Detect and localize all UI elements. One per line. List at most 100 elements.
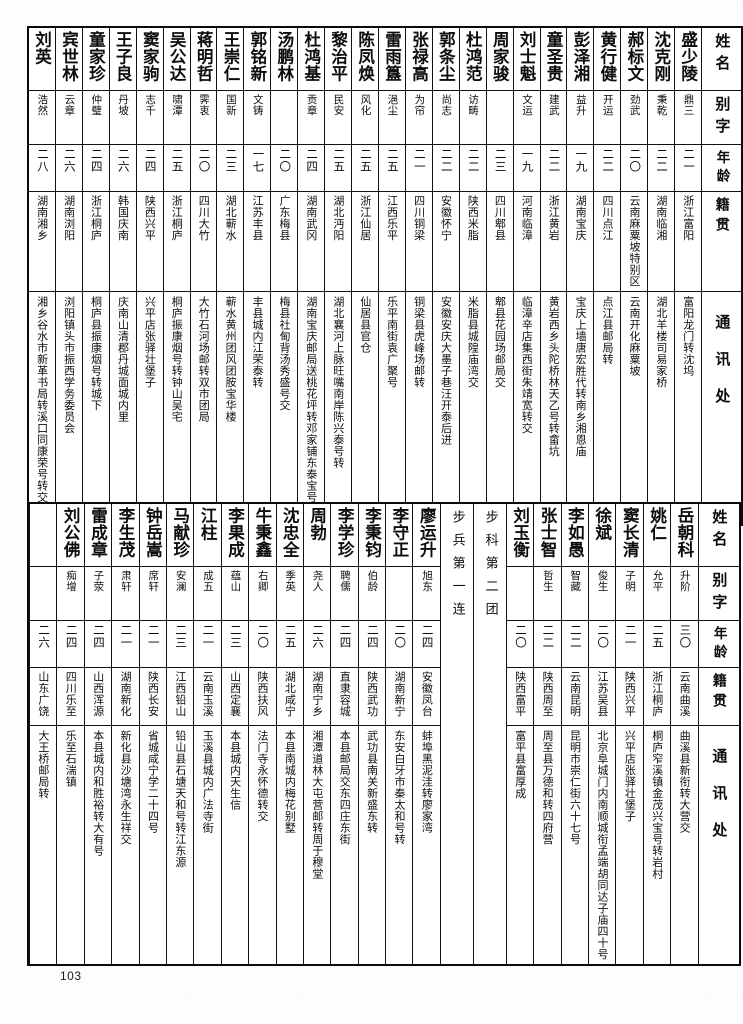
roster-cell-age: 二五 [275, 620, 304, 668]
roster-cell-name: 郭铭新 [243, 26, 272, 91]
roster-header-age: 年龄 [697, 620, 741, 668]
roster-cell-address: 丰县城内江荣泰转 [243, 291, 272, 526]
roster-cell-age: 二六 [28, 620, 58, 668]
roster-cell-alias: 劲武 [620, 90, 649, 145]
roster-cell-address: 曲溪县新衔转大营交 [670, 725, 699, 966]
roster-cell-alias: 子荥 [83, 566, 113, 621]
roster-cell-age: 二五 [351, 144, 379, 192]
roster-cell-origin: 山东广饶 [28, 667, 58, 726]
roster-cell-name: 童圣贵 [539, 26, 568, 91]
roster-cell-origin: 陕西兴平 [615, 667, 644, 726]
roster-header-origin: 籍贯 [701, 191, 743, 292]
roster-cell-origin: 云南玉溪 [193, 667, 222, 726]
roster-header-age: 年龄 [701, 144, 743, 192]
roster-row-address: 湘乡谷水市新革书局转溪口同康荣号转交 浏阳镇头市振西学务委员会 桐庐县振康烟号转城下… [27, 291, 743, 526]
roster-cell-name: 李守正 [385, 502, 414, 567]
roster-cell-age: 二五 [324, 144, 353, 192]
roster-cell-alias: 成五 [193, 566, 222, 621]
roster-cell-address: 本县邮局交东四庄东街 [330, 725, 359, 966]
roster-row-alias: 浩然 云章 仲璧 丹坡 志千 啸潭 霁衷 国新 文铸 贡章 民安 风化 浥尘 为帘 尚志 访畴 文运 建武 益升 开运… [27, 90, 743, 145]
roster-cell-alias: 贡章 [297, 90, 326, 145]
roster-cell-address: 湘乡谷水市新革书局转溪口同康荣号转交 [27, 291, 56, 526]
roster-cell-address: 兴平店张驿壮堡子 [615, 725, 644, 966]
roster-cell-age: 二〇 [270, 144, 299, 192]
roster-cell-name: 黄行健 [593, 26, 622, 91]
roster-cell-alias: 浩然 [27, 90, 56, 145]
roster-cell-age: 二〇 [620, 144, 649, 192]
roster-cell-name: 杜鸿范 [458, 26, 487, 91]
roster-cell-alias: 志千 [135, 90, 164, 145]
roster-cell-name: 江柱 [193, 502, 222, 567]
roster-cell-address: 桐庐振康烟号转钟山吴宅 [162, 291, 191, 526]
roster-cell-alias: 秉乾 [647, 90, 676, 145]
roster-cell-origin: 韩国庆南 [108, 191, 137, 292]
roster-cell-name: 王崇仁 [216, 26, 245, 91]
roster-cell-age: 三〇 [670, 620, 699, 668]
roster-cell-alias [385, 566, 414, 621]
roster-cell-alias: 蕴山 [220, 566, 250, 621]
roster-cell-name: 岳朝科 [670, 502, 699, 567]
roster-cell-alias: 鼎三 [674, 90, 703, 145]
roster-cell-name: 李秉钧 [357, 502, 387, 567]
roster-cell-age: 二〇 [248, 620, 277, 668]
roster-cell-origin: 安徽凤台 [412, 667, 441, 726]
roster-cell-alias: 伯龄 [357, 566, 387, 621]
roster-cell-origin: 广东梅县 [270, 191, 299, 292]
roster-cell-origin: 陕西米脂 [458, 191, 487, 292]
roster-cell-origin: 湖南宝庆 [566, 191, 595, 292]
roster-cell-name: 郝标文 [620, 26, 649, 91]
roster-cell-age: 二四 [330, 620, 359, 668]
roster-header-address: 通讯处 [701, 291, 743, 526]
roster-cell-name: 牛秉鑫 [248, 502, 277, 567]
roster-cell-name: 李生茂 [111, 502, 140, 567]
roster-cell-age: 二四 [297, 144, 326, 192]
roster-cell-name: 窦长清 [615, 502, 644, 567]
roster-cell-age: 二〇 [588, 620, 617, 668]
roster-cell-name: 汤鹏林 [270, 26, 299, 91]
roster-cell-origin: 浙江桐庐 [81, 191, 110, 292]
roster-cell-origin: 江西乐平 [377, 191, 406, 292]
roster-cell-origin: 云南麻粟坡特别区 [620, 191, 649, 292]
roster-cell-origin: 湖南浏阳 [54, 191, 83, 292]
roster-cell-alias: 子明 [615, 566, 644, 621]
roster-cell-alias [485, 90, 514, 145]
roster-cell-alias: 风化 [351, 90, 379, 145]
roster-cell-name: 刘公佛 [56, 502, 85, 567]
roster-cell-age: 二五 [162, 144, 191, 192]
roster-cell-age: 二三 [485, 144, 514, 192]
roster-cell-address: 浏阳镇头市振西学务委员会 [54, 291, 83, 526]
roster-cell-alias: 右卿 [248, 566, 277, 621]
roster-cell-alias: 民安 [324, 90, 353, 145]
roster-cell-age: 二四 [83, 620, 113, 668]
roster-cell-address: 富平县富厚成 [505, 725, 535, 966]
roster-cell-origin: 陕西兴平 [135, 191, 164, 292]
roster-cell-alias: 益升 [566, 90, 595, 145]
roster-cell-name: 周勃 [302, 502, 332, 567]
roster-cell-origin: 河南临漳 [512, 191, 541, 292]
roster-cell-age: 二六 [54, 144, 83, 192]
roster-cell-address: 周至县万德和转四府营 [533, 725, 562, 966]
roster-cell-address: 庆南山清郡丹城面城内里 [108, 291, 137, 526]
roster-cell-origin: 四川大竹 [189, 191, 218, 292]
roster-cell-name: 刘士魁 [512, 26, 541, 91]
roster-row-age: 二六 二四 二四 二一 二一 二三 二一 二三 二〇 二五 二六 二四 二四 二〇 二四 二〇 二二 二二 二〇 二一… [28, 620, 741, 668]
roster-cell-age: 二八 [27, 144, 56, 192]
roster-cell-age: 二四 [81, 144, 110, 192]
roster-cell-alias: 俊生 [588, 566, 617, 621]
roster-cell-address: 桐庐窄溪镇金茂兴宝号转岩村 [642, 725, 672, 966]
roster-cell-alias: 霁衷 [189, 90, 218, 145]
roster-cell-address: 北京阜城门内南顺城衔孟端胡同达子庙四十号 [588, 725, 617, 966]
roster-cell-address: 湖北襄河上脉旺嘴南岸陈兴泰号转 [324, 291, 353, 526]
roster-cell-alias: 旭东 [412, 566, 441, 621]
roster-cell-age: 二三 [216, 144, 245, 192]
roster-cell-address: 本县南城内梅花别墅 [275, 725, 304, 966]
roster-cell-name: 陈凤焕 [351, 26, 379, 91]
roster-cell-address: 湘潭道林大屯营邮转周于穆堂 [302, 725, 332, 966]
roster-row-alias: 痴增 子荥 肃轩 席轩 安澜 成五 蕴山 右卿 季英 尧人 聘儒 伯龄 旭东 哲生 智藏 俊生 子明 允平 升阶 别字 [28, 566, 741, 621]
roster-cell-alias: 席轩 [138, 566, 167, 621]
roster-cell-age: 一九 [566, 144, 595, 192]
unit-label-cell: 步科第二团 [472, 502, 507, 966]
roster-cell-address: 本县城内天生信 [220, 725, 250, 966]
roster-cell-address: 东安白牙市秦太和号转 [385, 725, 414, 966]
